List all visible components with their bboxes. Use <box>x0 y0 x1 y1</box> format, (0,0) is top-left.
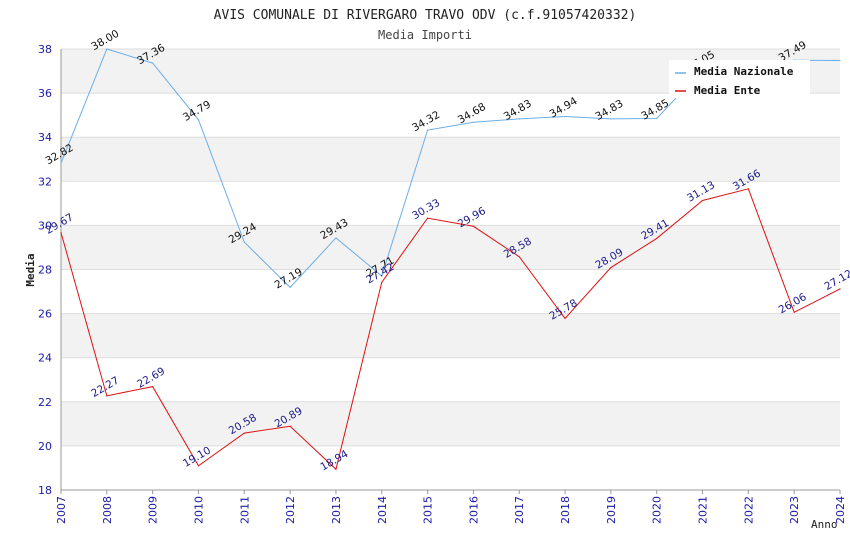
x-tick-label: 2017 <box>513 496 526 524</box>
x-tick-label: 2020 <box>651 496 664 524</box>
data-point <box>839 288 841 290</box>
data-point <box>610 266 612 269</box>
data-point <box>335 237 337 239</box>
data-point <box>793 311 795 313</box>
x-tick-label: 2016 <box>467 496 480 524</box>
data-point <box>289 425 291 427</box>
x-tick-label: 2009 <box>147 496 160 524</box>
data-point <box>243 432 245 434</box>
y-tick-label: 22 <box>38 396 52 409</box>
data-point <box>152 62 154 64</box>
chart-subtitle: Media Importi <box>378 28 472 42</box>
data-point <box>656 237 658 240</box>
data-point <box>197 465 200 467</box>
data-point <box>426 129 429 131</box>
data-point <box>518 118 520 120</box>
plot-band <box>61 225 840 270</box>
chart-title: AVIS COMUNALE DI RIVERGARO TRAVO ODV (c.… <box>214 8 637 23</box>
plot-band <box>61 313 840 358</box>
data-point <box>564 115 566 118</box>
data-point <box>747 188 749 190</box>
legend-label-media-nazionale: Media Nazionale <box>694 65 794 78</box>
data-point <box>518 256 520 258</box>
x-tick-label: 2019 <box>605 496 618 524</box>
data-point <box>564 317 566 320</box>
data-point <box>243 241 245 243</box>
y-tick-label: 24 <box>38 352 52 365</box>
data-point <box>289 286 291 288</box>
x-tick-label: 2022 <box>742 496 755 524</box>
data-point <box>106 395 108 397</box>
y-tick-label: 20 <box>38 440 52 453</box>
data-point <box>839 59 841 62</box>
data-point <box>60 232 62 234</box>
x-tick-label: 2011 <box>238 496 251 524</box>
data-point <box>381 281 383 283</box>
y-tick-label: 30 <box>38 219 52 232</box>
data-point <box>60 162 62 164</box>
y-tick-label: 34 <box>38 131 52 144</box>
legend-box <box>669 60 810 98</box>
plot-band <box>61 401 840 446</box>
data-point <box>472 225 475 227</box>
x-tick-label: 2008 <box>101 496 114 524</box>
plot-band <box>61 137 840 182</box>
x-tick-label: 2023 <box>788 496 801 524</box>
data-point <box>472 121 475 123</box>
y-tick-label: 18 <box>38 484 52 497</box>
y-tick-label: 28 <box>38 264 52 277</box>
data-point <box>610 118 612 120</box>
data-point <box>381 275 383 277</box>
data-point <box>426 217 429 219</box>
y-tick-label: 38 <box>38 43 52 56</box>
x-axis-label: Anno <box>811 518 838 531</box>
x-tick-label: 2018 <box>559 496 572 524</box>
x-tick-label: 2015 <box>422 496 435 524</box>
data-point <box>152 385 154 388</box>
x-tick-labels: 2007 2008 2009 2010 2011 2012 2013 2014 2015 2016… <box>55 490 847 524</box>
x-tick-label: 2021 <box>697 496 710 524</box>
legend-label-media-ente: Media Ente <box>694 84 761 97</box>
x-tick-label: 2013 <box>330 496 343 524</box>
x-tick-label: 2012 <box>284 496 297 524</box>
x-tick-label: 2014 <box>376 496 389 524</box>
data-point <box>701 199 704 202</box>
data-point <box>197 119 200 121</box>
series-line-media-ente <box>60 188 841 471</box>
data-point <box>656 117 658 120</box>
y-tick-label: 26 <box>38 308 52 321</box>
x-tick-label: 2024 <box>834 496 847 524</box>
x-tick-label: 2010 <box>192 496 205 524</box>
y-tick-label: 36 <box>38 87 52 100</box>
data-point <box>335 468 337 470</box>
y-tick-labels: 18 20 22 24 26 28 30 32 34 36 38 <box>38 43 52 497</box>
legend: Media Nazionale Media Ente <box>669 60 810 98</box>
y-tick-label: 32 <box>38 175 52 188</box>
data-point <box>106 48 108 50</box>
x-tick-label: 2007 <box>55 496 68 524</box>
y-axis-label: Media <box>24 253 37 286</box>
